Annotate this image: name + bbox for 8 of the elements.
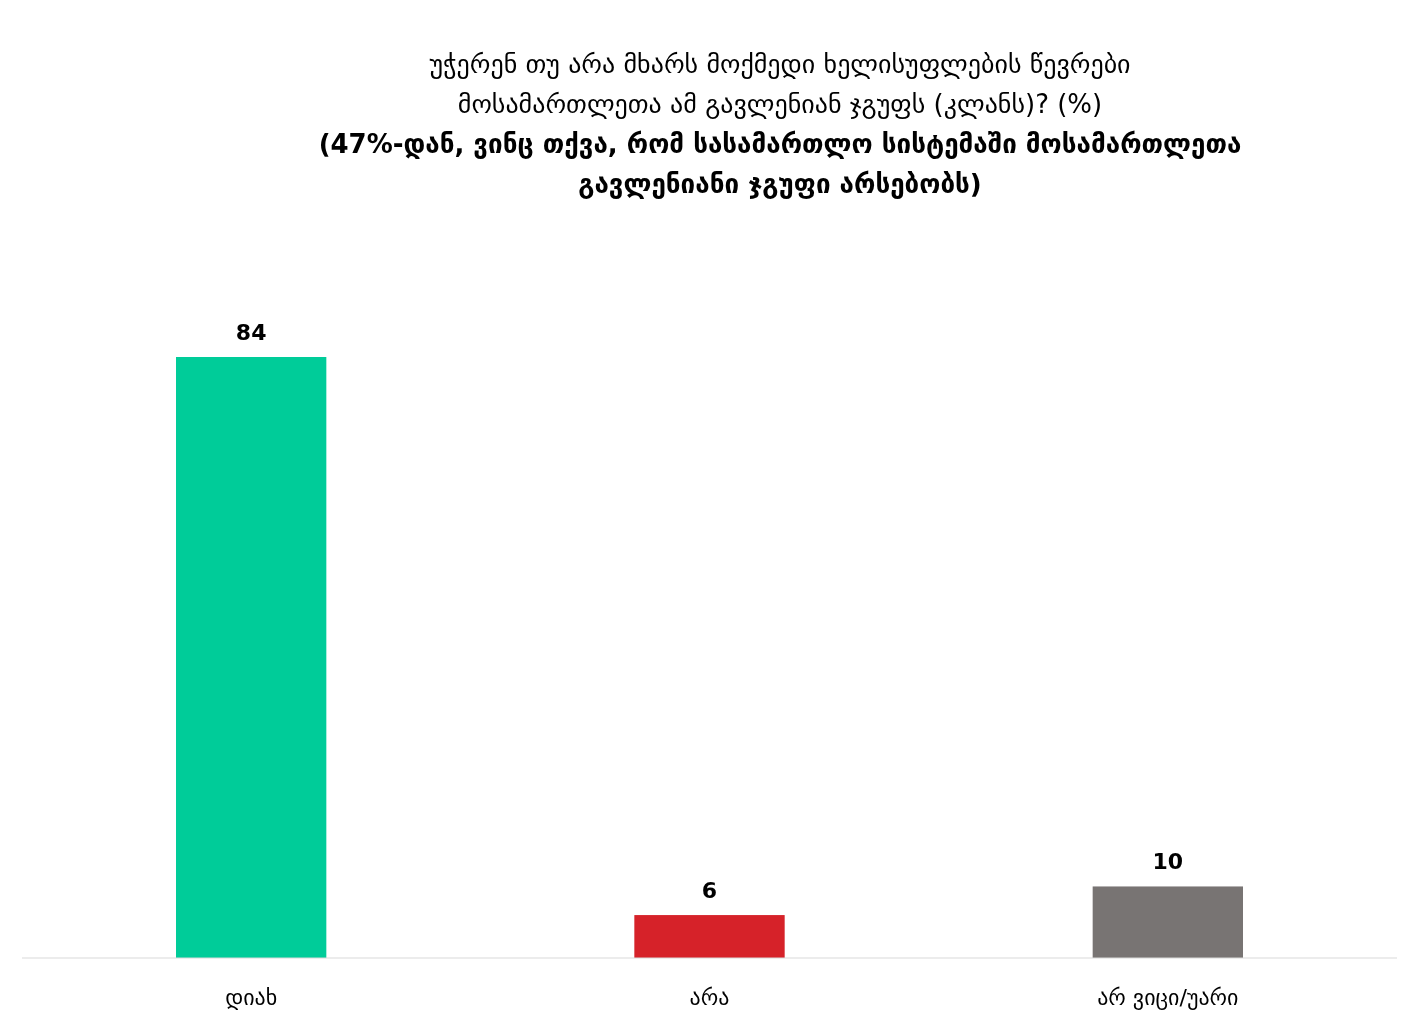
x-tick-label: დიახ <box>225 985 278 1010</box>
data-label: 10 <box>1152 849 1184 875</box>
data-label: 84 <box>235 320 267 345</box>
x-tick-label: არა <box>689 985 730 1010</box>
x-tick-label: არ ვიცი/უარი <box>1097 985 1239 1010</box>
chart-title: უჭერენ თუ არა მხარს მოქმედი ხელისუფლების წევრები მოსამართლეთა ამ გავლენიან ჯგუფს (კლანს)? (%) <box>429 49 1131 119</box>
chart-subtitle: (47%-დან, ვინც თქვა, რომ სასამართლო სისტემაში მოსამართლეთა გავლენიანი ჯგუფი არსებობს) <box>318 129 1242 199</box>
data-label: 6 <box>701 878 718 904</box>
